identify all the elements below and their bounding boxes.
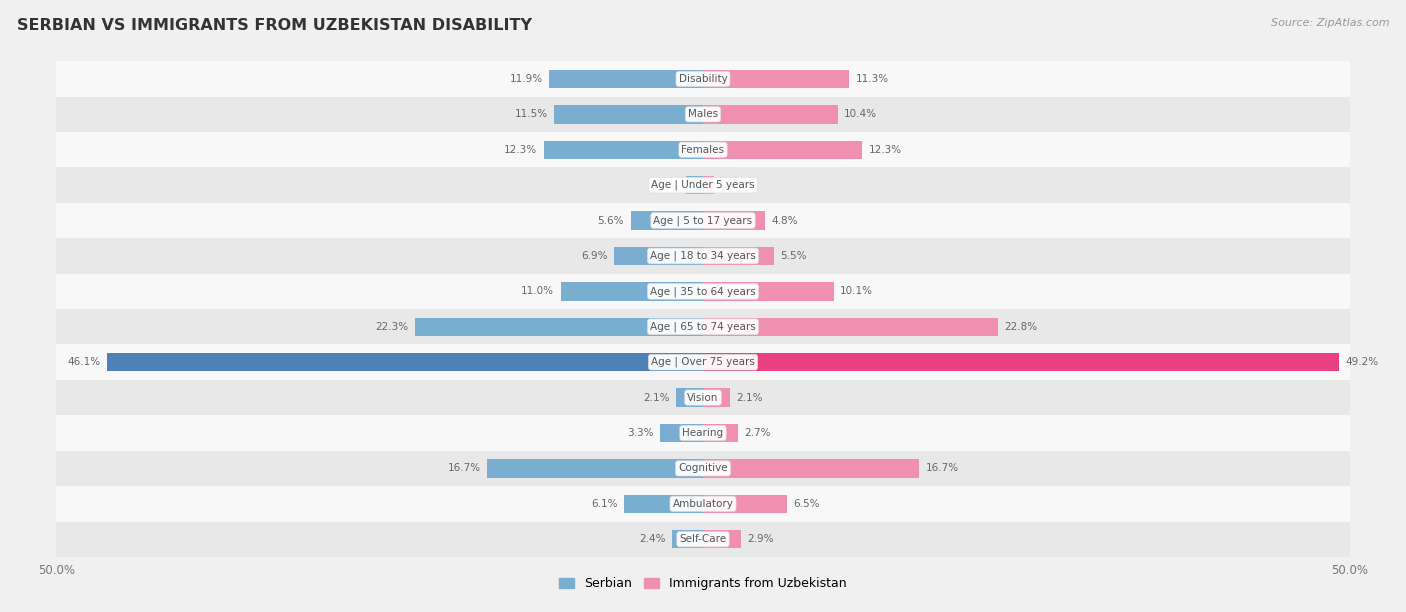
Text: 49.2%: 49.2% (1346, 357, 1379, 367)
Text: 2.1%: 2.1% (737, 392, 763, 403)
Bar (56, 168, 1350, 203)
Bar (624, 494, 703, 513)
Bar (56, 97, 1350, 132)
Text: Source: ZipAtlas.com: Source: ZipAtlas.com (1271, 18, 1389, 28)
Text: 0.85%: 0.85% (720, 180, 754, 190)
Text: 4.8%: 4.8% (772, 215, 799, 226)
Bar (56, 521, 1350, 557)
Text: 2.7%: 2.7% (744, 428, 770, 438)
Text: 12.3%: 12.3% (505, 144, 537, 155)
Bar (703, 247, 775, 265)
Bar (561, 282, 703, 300)
Bar (703, 105, 838, 124)
Bar (703, 176, 714, 195)
Bar (56, 486, 1350, 521)
Text: 22.3%: 22.3% (375, 322, 408, 332)
Bar (676, 389, 703, 407)
Text: 5.6%: 5.6% (598, 215, 624, 226)
Text: 2.1%: 2.1% (643, 392, 669, 403)
Text: 6.1%: 6.1% (591, 499, 617, 509)
Text: 11.0%: 11.0% (522, 286, 554, 296)
Bar (415, 318, 703, 336)
Text: 10.4%: 10.4% (844, 110, 877, 119)
Bar (56, 274, 1350, 309)
Text: 46.1%: 46.1% (67, 357, 100, 367)
Text: Age | Over 75 years: Age | Over 75 years (651, 357, 755, 367)
Text: Age | Under 5 years: Age | Under 5 years (651, 180, 755, 190)
Text: Cognitive: Cognitive (678, 463, 728, 474)
Text: 2.9%: 2.9% (747, 534, 773, 544)
Bar (554, 105, 703, 124)
Bar (703, 282, 834, 300)
Text: 6.9%: 6.9% (581, 251, 607, 261)
Text: Self-Care: Self-Care (679, 534, 727, 544)
Text: 22.8%: 22.8% (1004, 322, 1038, 332)
Bar (56, 309, 1350, 345)
Text: 11.3%: 11.3% (856, 74, 889, 84)
Bar (703, 494, 787, 513)
Text: 11.5%: 11.5% (515, 110, 548, 119)
Text: Hearing: Hearing (682, 428, 724, 438)
Bar (56, 132, 1350, 168)
Text: Age | 18 to 34 years: Age | 18 to 34 years (650, 251, 756, 261)
Legend: Serbian, Immigrants from Uzbekistan: Serbian, Immigrants from Uzbekistan (554, 572, 852, 595)
Text: Age | 65 to 74 years: Age | 65 to 74 years (650, 321, 756, 332)
Text: Males: Males (688, 110, 718, 119)
Bar (703, 353, 1340, 371)
Text: 3.3%: 3.3% (627, 428, 654, 438)
Bar (703, 530, 741, 548)
Bar (703, 70, 849, 88)
Text: 5.5%: 5.5% (780, 251, 807, 261)
Bar (56, 61, 1350, 97)
Text: Age | 35 to 64 years: Age | 35 to 64 years (650, 286, 756, 297)
Bar (661, 424, 703, 442)
Text: Vision: Vision (688, 392, 718, 403)
Bar (486, 459, 703, 477)
Bar (672, 530, 703, 548)
Bar (703, 318, 998, 336)
Bar (550, 70, 703, 88)
Bar (703, 211, 765, 230)
Bar (56, 380, 1350, 416)
Bar (686, 176, 703, 195)
Bar (630, 211, 703, 230)
Text: Age | 5 to 17 years: Age | 5 to 17 years (654, 215, 752, 226)
Bar (703, 424, 738, 442)
Bar (614, 247, 703, 265)
Text: 6.5%: 6.5% (793, 499, 820, 509)
Text: 1.3%: 1.3% (654, 180, 679, 190)
Text: 11.9%: 11.9% (509, 74, 543, 84)
Bar (56, 416, 1350, 450)
Text: Females: Females (682, 144, 724, 155)
Text: SERBIAN VS IMMIGRANTS FROM UZBEKISTAN DISABILITY: SERBIAN VS IMMIGRANTS FROM UZBEKISTAN DI… (17, 18, 531, 34)
Text: 10.1%: 10.1% (841, 286, 873, 296)
Bar (56, 345, 1350, 380)
Bar (56, 450, 1350, 486)
Bar (107, 353, 703, 371)
Bar (703, 389, 730, 407)
Bar (703, 459, 920, 477)
Text: 16.7%: 16.7% (925, 463, 959, 474)
Text: 12.3%: 12.3% (869, 144, 901, 155)
Bar (544, 141, 703, 159)
Bar (56, 238, 1350, 274)
Text: Disability: Disability (679, 74, 727, 84)
Bar (56, 203, 1350, 238)
Text: 2.4%: 2.4% (638, 534, 665, 544)
Text: Ambulatory: Ambulatory (672, 499, 734, 509)
Bar (703, 141, 862, 159)
Text: 16.7%: 16.7% (447, 463, 481, 474)
